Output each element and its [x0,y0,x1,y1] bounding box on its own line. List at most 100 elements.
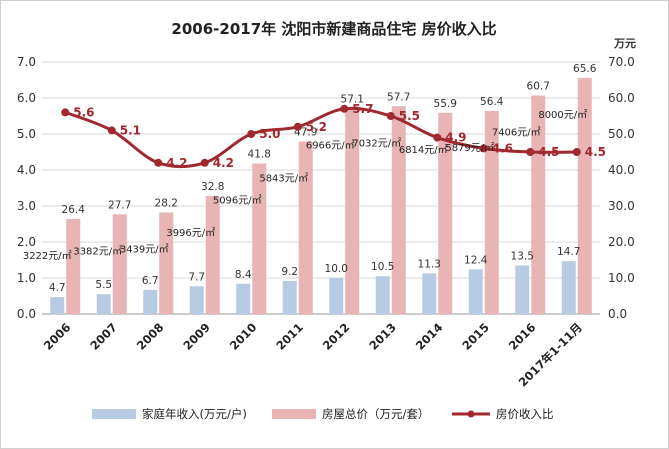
total-price-bar [391,106,406,314]
ratio-label: 4.5 [585,145,606,159]
right-axis-ticks: 0.0 10.0 20.0 30.0 40.0 50.0 60.0 70.0 [608,55,635,321]
total-price-bar-label: 32.8 [201,181,224,193]
income-bar [236,283,251,314]
total-price-bar-label: 55.9 [434,98,457,110]
total-price-bar [531,95,546,314]
unit-price-label: 3996元/㎡ [166,227,215,239]
right-tick-label: 60.0 [608,91,635,105]
unit-price-label: 5879元/㎡ [445,142,494,154]
ratio-label: 5.6 [73,105,94,119]
unit-price-label: 5096元/㎡ [213,195,262,207]
income-bar-label: 13.5 [511,250,534,262]
unit-price-label: 6814元/㎡ [399,144,448,156]
ratio-label: 4.5 [538,145,559,159]
ratio-point [572,148,581,156]
total-price-bar-label: 57.7 [387,91,410,103]
ratio-label: 4.6 [492,141,513,155]
income-bar-label: 5.5 [95,279,112,291]
ratio-label: 5.2 [306,120,327,134]
right-tick-label: 20.0 [608,235,635,249]
ratio-point [479,144,488,153]
unit-price-label: 3382元/㎡ [73,245,122,257]
unit-price-label: 6966元/㎡ [306,139,355,151]
ratio-label: 5.7 [352,102,373,116]
right-tick-label: 50.0 [608,127,635,141]
ratio-point [154,158,163,167]
income-bar [282,280,297,314]
bar-labels: 4.726.45.527.76.728.27.732.88.441.89.247… [49,63,597,294]
bars [50,77,592,315]
legend-swatch-income [92,409,136,419]
ratio-point [247,130,256,138]
income-bar [375,276,390,314]
total-price-bar-label: 60.7 [527,80,550,92]
ratio-label: 4.2 [213,156,234,170]
total-price-bar [298,141,313,314]
total-price-bar-label: 56.4 [480,96,504,108]
total-price-bar-label: 65.6 [573,63,597,75]
income-bar-label: 7.7 [188,271,205,283]
total-price-bar-label: 57.1 [341,93,364,105]
income-bar [329,278,344,314]
income-bar-label: 9.2 [281,266,298,278]
income-bar [422,273,437,314]
total-price-bar [66,218,81,314]
left-tick-label: 5.0 [17,127,36,141]
income-bar-label: 10.0 [325,263,348,275]
ratio-label: 4.9 [445,131,466,145]
legend-label-ratio: 房价收入比 [496,407,554,421]
left-tick-label: 3.0 [17,199,36,213]
income-bar-label: 14.7 [557,246,580,258]
legend-marker-ratio [467,410,475,418]
left-tick-label: 1.0 [17,271,36,285]
right-tick-label: 0.0 [608,307,627,321]
income-bar-label: 10.5 [371,261,394,273]
left-tick-label: 6.0 [17,91,36,105]
income-bar-label: 6.7 [142,275,159,287]
income-bar [50,297,65,314]
right-tick-label: 40.0 [608,163,635,177]
income-bar [189,286,204,314]
income-bar-label: 12.4 [464,254,488,266]
total-price-bar-label: 26.4 [62,204,86,216]
ratio-point [526,148,535,156]
total-price-bar [252,163,267,314]
ratio-label: 4.2 [166,156,187,170]
total-price-bar-label: 41.8 [248,149,271,161]
left-tick-label: 2.0 [17,235,36,249]
right-tick-label: 30.0 [608,199,635,213]
right-axis-unit: 万元 [613,37,636,50]
legend-label-income: 家庭年收入(万元/户) [142,407,247,421]
total-price-bar [438,112,453,314]
right-tick-label: 70.0 [608,55,635,69]
ratio-point [107,126,116,135]
income-bar [143,289,158,314]
left-tick-label: 4.0 [17,163,36,177]
ratio-point [433,133,442,142]
left-tick-label: 7.0 [17,55,36,69]
chart-title: 2006-2017年 沈阳市新建商品住宅 房价收入比 [171,20,496,38]
ratio-line: 5.6 5.1 4.2 4.2 5.0 5.2 5.7 5.5 4.9 4.6 4.5 4.5 [61,102,606,170]
unit-price-label: 8000元/㎡ [538,109,587,121]
watermark: 雪球：研究员启凡 [519,418,655,439]
legend-swatch-total [272,409,316,419]
ratio-point [340,104,349,113]
ratio-label: 5.0 [259,127,280,141]
income-bar [468,269,483,314]
income-bar-label: 8.4 [235,269,252,281]
left-axis-ticks: 0.0 1.0 2.0 3.0 4.0 5.0 6.0 7.0 [17,55,36,321]
income-bar [96,294,111,314]
unit-price-label: 3222元/㎡ [23,250,72,262]
ratio-point [200,158,209,167]
legend-label-total: 房屋总价（万元/套） [322,407,429,421]
total-price-bar [345,108,360,314]
income-bar [561,261,576,314]
unit-price-label: 7032元/㎡ [352,137,401,149]
total-price-bar [205,195,220,314]
unit-price-label: 7406元/㎡ [492,126,541,138]
total-price-bar [577,77,592,314]
